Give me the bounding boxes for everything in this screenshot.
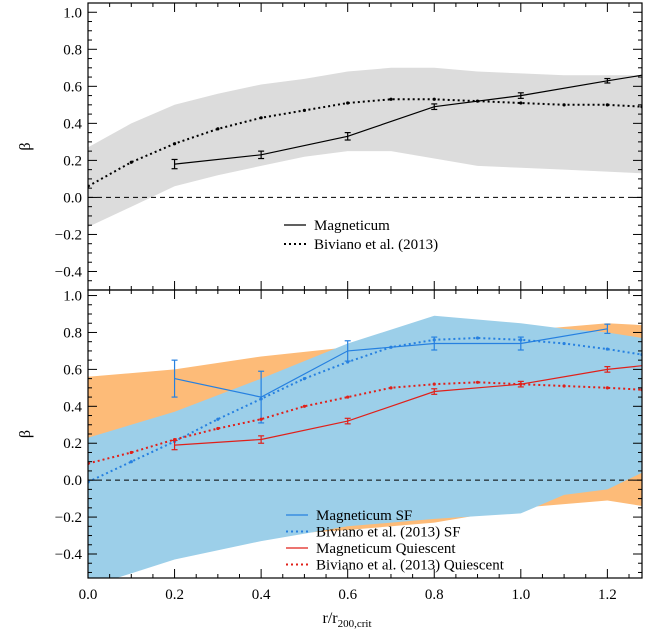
y-tick-label: 1.0 bbox=[63, 289, 82, 305]
data-point bbox=[389, 97, 393, 101]
series-3 bbox=[171, 365, 642, 451]
legend-label: Biviano et al. (2013) Quiescent bbox=[316, 558, 505, 574]
y-tick-label: −0.4 bbox=[55, 264, 83, 280]
data-point bbox=[129, 160, 133, 164]
y-tick-label: 0.8 bbox=[63, 42, 82, 58]
data-point bbox=[605, 103, 609, 107]
y-tick-label: 0.0 bbox=[63, 190, 82, 206]
legend-label: Magneticum SF bbox=[316, 508, 412, 524]
data-point bbox=[216, 417, 220, 421]
series-2 bbox=[88, 336, 642, 484]
y-tick-label: 0.6 bbox=[63, 362, 82, 378]
data-point bbox=[259, 417, 263, 421]
y-tick-label: 0.0 bbox=[63, 473, 82, 489]
data-point bbox=[389, 345, 393, 349]
data-point bbox=[432, 97, 436, 101]
legend-entry: Magneticum bbox=[284, 218, 390, 234]
data-point bbox=[519, 101, 523, 105]
y-tick-label: −0.2 bbox=[55, 227, 82, 243]
data-point bbox=[475, 99, 480, 103]
ticks bbox=[87, 290, 642, 578]
data-point bbox=[519, 338, 523, 342]
data-point bbox=[129, 460, 133, 464]
y-tick-label: 0.6 bbox=[63, 79, 82, 95]
top-panel: −0.4 −0.2 0.0 0.2 0.4 0.6 0.8 1.0 β Magneticum Biv… bbox=[17, 2, 643, 291]
legend-label: Magneticum Quiescent bbox=[316, 541, 456, 557]
legend-entry: Magneticum SF bbox=[286, 508, 412, 524]
x-tick-label: 0.0 bbox=[79, 587, 98, 603]
data-point bbox=[302, 404, 307, 408]
x-tick-label: 0.2 bbox=[165, 587, 184, 603]
data-point bbox=[562, 384, 566, 388]
data-point bbox=[562, 341, 566, 346]
data-point bbox=[432, 338, 436, 342]
series-2 bbox=[88, 97, 642, 188]
bottom-panel: −0.4 −0.2 0.0 0.2 0.4 0.6 0.8 1.0 0.0 0.2 0.4 0.6 0.… bbox=[17, 289, 643, 630]
legend-entry: Biviano et al. (2013) bbox=[284, 237, 438, 253]
plot-area bbox=[88, 315, 642, 578]
y-tick-label: −0.2 bbox=[55, 510, 82, 526]
scatter-band-2 bbox=[88, 315, 642, 578]
x-axis-subscript: 200,crit bbox=[338, 618, 372, 630]
y-tick-label: 0.4 bbox=[63, 399, 82, 415]
data-point bbox=[346, 395, 350, 399]
data-point bbox=[346, 360, 350, 364]
legend-entry: Magneticum Quiescent bbox=[286, 541, 456, 557]
data-point bbox=[302, 377, 307, 381]
data-point bbox=[172, 437, 177, 442]
legend-label: Magneticum bbox=[314, 218, 390, 234]
y-tick-label: 0.4 bbox=[63, 116, 82, 132]
x-tick-label: 0.8 bbox=[425, 587, 444, 603]
series-line bbox=[88, 98, 642, 188]
legend-label: Biviano et al. (2013) SF bbox=[316, 525, 461, 541]
series-4 bbox=[88, 380, 642, 466]
y-axis-title: β bbox=[17, 430, 34, 438]
data-point bbox=[346, 101, 350, 105]
x-tick-label: 1.0 bbox=[511, 587, 530, 603]
data-point bbox=[259, 116, 263, 120]
y-axis-title: β bbox=[17, 142, 34, 150]
data-point bbox=[475, 336, 480, 340]
data-point bbox=[605, 386, 609, 390]
y-tick-label: 0.2 bbox=[63, 436, 82, 452]
data-point bbox=[302, 108, 307, 112]
data-point bbox=[389, 386, 393, 390]
x-tick-label: 1.2 bbox=[598, 587, 617, 603]
series-1 bbox=[171, 74, 642, 170]
data-point bbox=[562, 103, 566, 107]
data-point bbox=[432, 382, 436, 386]
data-point bbox=[129, 450, 133, 455]
data-point bbox=[259, 397, 263, 401]
legend-entry: Biviano et al. (2013) SF bbox=[286, 525, 461, 541]
data-point bbox=[172, 142, 177, 146]
scatter-band-1 bbox=[88, 67, 642, 227]
legend: Magneticum Biviano et al. (2013) bbox=[284, 218, 438, 253]
y-tick-label: 0.2 bbox=[63, 153, 82, 169]
ticks bbox=[87, 2, 642, 291]
x-tick-label: 0.4 bbox=[252, 587, 271, 603]
series-line bbox=[88, 381, 642, 465]
y-tick-label: −0.4 bbox=[55, 547, 83, 563]
data-point bbox=[519, 382, 523, 386]
data-point bbox=[605, 347, 609, 351]
x-axis-title: r/r200,crit bbox=[322, 610, 371, 630]
data-point bbox=[475, 380, 480, 384]
plot-area bbox=[88, 67, 642, 227]
y-tick-label: 0.8 bbox=[63, 325, 82, 341]
x-tick-label: 0.6 bbox=[338, 587, 357, 603]
data-point bbox=[216, 127, 220, 131]
data-point bbox=[216, 426, 220, 431]
legend-label: Biviano et al. (2013) bbox=[314, 237, 438, 253]
y-tick-label: 1.0 bbox=[63, 5, 82, 21]
legend-entry: Biviano et al. (2013) Quiescent bbox=[286, 558, 505, 574]
